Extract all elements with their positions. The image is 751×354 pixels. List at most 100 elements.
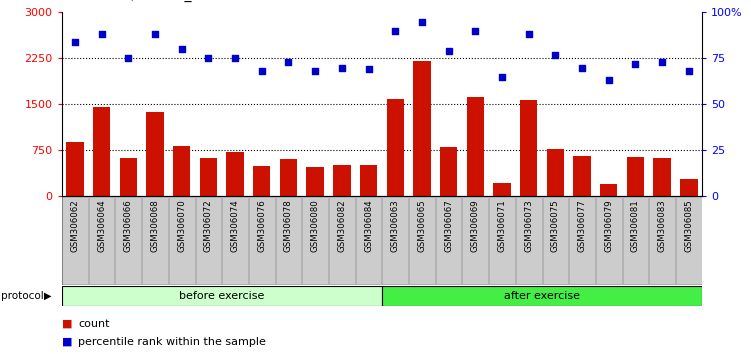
Point xyxy=(149,32,161,37)
FancyBboxPatch shape xyxy=(169,198,195,284)
Text: ■: ■ xyxy=(62,337,72,347)
Text: GSM306069: GSM306069 xyxy=(471,199,480,252)
Text: before exercise: before exercise xyxy=(179,291,264,301)
Point xyxy=(523,32,535,37)
FancyBboxPatch shape xyxy=(142,198,167,284)
Text: GSM306073: GSM306073 xyxy=(524,199,533,252)
Point xyxy=(282,59,294,65)
Text: GSM306077: GSM306077 xyxy=(578,199,587,252)
FancyBboxPatch shape xyxy=(89,198,114,284)
Bar xyxy=(547,149,564,196)
Text: GSM306062: GSM306062 xyxy=(71,199,80,252)
Text: GSM306071: GSM306071 xyxy=(497,199,506,252)
Text: GSM306066: GSM306066 xyxy=(124,199,133,252)
Bar xyxy=(627,156,644,196)
Text: percentile rank within the sample: percentile rank within the sample xyxy=(78,337,266,347)
Text: after exercise: after exercise xyxy=(504,291,580,301)
Point xyxy=(550,52,562,58)
Text: GSM306083: GSM306083 xyxy=(658,199,667,252)
Point xyxy=(176,46,188,52)
Bar xyxy=(493,183,511,196)
FancyBboxPatch shape xyxy=(382,286,702,306)
Bar xyxy=(574,156,591,196)
FancyBboxPatch shape xyxy=(62,196,702,285)
FancyBboxPatch shape xyxy=(382,198,408,284)
Bar xyxy=(520,100,538,196)
Text: GSM306067: GSM306067 xyxy=(444,199,453,252)
Text: ▶: ▶ xyxy=(44,291,51,301)
Text: GSM306065: GSM306065 xyxy=(418,199,427,252)
FancyBboxPatch shape xyxy=(623,198,648,284)
FancyBboxPatch shape xyxy=(329,198,354,284)
Text: GSM306075: GSM306075 xyxy=(551,199,560,252)
Point xyxy=(69,39,81,45)
Bar xyxy=(200,159,217,196)
FancyBboxPatch shape xyxy=(596,198,622,284)
Point xyxy=(629,61,641,67)
Text: GSM306080: GSM306080 xyxy=(311,199,320,252)
Text: GSM306078: GSM306078 xyxy=(284,199,293,252)
Bar xyxy=(93,107,110,196)
Point xyxy=(442,48,454,54)
FancyBboxPatch shape xyxy=(249,198,275,284)
Point xyxy=(656,59,668,65)
Point xyxy=(576,65,588,70)
Bar xyxy=(173,146,190,196)
FancyBboxPatch shape xyxy=(222,198,248,284)
FancyBboxPatch shape xyxy=(489,198,514,284)
Text: GSM306064: GSM306064 xyxy=(97,199,106,252)
Text: count: count xyxy=(78,319,110,329)
Text: GSM306079: GSM306079 xyxy=(605,199,614,252)
Text: GSM306085: GSM306085 xyxy=(684,199,693,252)
Bar xyxy=(600,184,617,196)
Bar xyxy=(306,167,324,196)
Point xyxy=(469,28,481,34)
Point xyxy=(389,28,401,34)
Bar xyxy=(280,159,297,196)
Bar xyxy=(413,62,430,196)
Text: GSM306084: GSM306084 xyxy=(364,199,373,252)
Text: GSM306068: GSM306068 xyxy=(150,199,159,252)
Bar xyxy=(387,99,404,196)
Text: GSM306082: GSM306082 xyxy=(337,199,346,252)
FancyBboxPatch shape xyxy=(436,198,461,284)
FancyBboxPatch shape xyxy=(569,198,595,284)
Point xyxy=(603,78,615,83)
FancyBboxPatch shape xyxy=(676,198,701,284)
Point xyxy=(229,56,241,61)
FancyBboxPatch shape xyxy=(409,198,435,284)
Text: GDS3503 / 59433_at: GDS3503 / 59433_at xyxy=(62,0,205,2)
Point xyxy=(256,68,268,74)
FancyBboxPatch shape xyxy=(463,198,488,284)
Point xyxy=(202,56,214,61)
Bar xyxy=(119,158,137,196)
Text: protocol: protocol xyxy=(1,291,44,301)
Text: GSM306074: GSM306074 xyxy=(231,199,240,252)
Point xyxy=(122,56,134,61)
Point xyxy=(95,32,107,37)
Point xyxy=(416,19,428,24)
Point xyxy=(363,67,375,72)
Bar xyxy=(253,166,270,196)
Bar xyxy=(653,159,671,196)
FancyBboxPatch shape xyxy=(276,198,301,284)
Point xyxy=(496,74,508,80)
Bar xyxy=(333,165,351,196)
FancyBboxPatch shape xyxy=(116,198,141,284)
Bar xyxy=(440,147,457,196)
Text: GSM306081: GSM306081 xyxy=(631,199,640,252)
FancyBboxPatch shape xyxy=(303,198,328,284)
Point xyxy=(309,68,321,74)
Point xyxy=(683,68,695,74)
FancyBboxPatch shape xyxy=(650,198,675,284)
Text: ■: ■ xyxy=(62,319,72,329)
Text: GSM306070: GSM306070 xyxy=(177,199,186,252)
Text: GSM306076: GSM306076 xyxy=(258,199,267,252)
Point xyxy=(336,65,348,70)
Bar xyxy=(466,97,484,196)
FancyBboxPatch shape xyxy=(62,286,382,306)
Bar xyxy=(680,179,698,196)
Bar xyxy=(66,142,83,196)
Bar xyxy=(360,165,377,196)
Bar xyxy=(226,152,244,196)
